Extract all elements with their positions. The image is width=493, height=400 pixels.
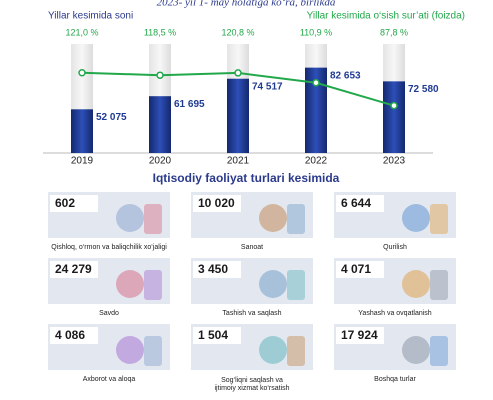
x-tick-label: 2019 [71, 156, 94, 167]
tile-icon [402, 270, 430, 298]
tile-icon [430, 336, 448, 366]
tile-label: Savdo [99, 310, 119, 317]
rate-point [78, 68, 86, 77]
tile-icon [116, 204, 144, 232]
tile-value: 6 644 [341, 196, 371, 210]
tile-value: 602 [55, 196, 75, 210]
tile-icon [144, 336, 162, 366]
tile-icon [287, 204, 305, 234]
tile-value-box [336, 327, 384, 344]
bar [71, 109, 93, 153]
tile-label: Qishloq, o‘rmon va baliqchilik xo‘jaligi [51, 244, 167, 251]
tile: 24 279 Savdo [48, 258, 170, 317]
tile-icon [259, 270, 287, 298]
tile-label: Axborot va aloqa [83, 376, 136, 383]
tile: 4 086 Axborot va aloqa [48, 324, 170, 383]
tile: 10 020 Sanoat [191, 192, 313, 251]
tile-icon [287, 336, 305, 366]
tile-value: 17 924 [341, 328, 378, 342]
tile: 4 071 Yashash va ovqatlanish [334, 258, 456, 317]
tile-icon [430, 204, 448, 234]
tile-icon [402, 204, 430, 232]
rate-label: 110,9 % [300, 27, 332, 37]
rate-point [234, 69, 242, 77]
tile-label: Boshqa turlar [374, 376, 416, 383]
tile-value-box [193, 327, 241, 344]
rate-point [312, 78, 320, 87]
rate-point [390, 101, 398, 110]
bar [149, 96, 171, 153]
tile-label: ijtimoiy xizmat ko‘rsatish [214, 385, 289, 392]
subtitle: 2023- yil 1- may holatiga ko‘ra, birlikd… [157, 0, 336, 9]
tile-value-box [193, 195, 241, 212]
section-title: Iqtisodiy faoliyat turlari kesimida [153, 171, 340, 185]
tile-value: 10 020 [198, 196, 235, 210]
bar-label: 72 580 [408, 84, 439, 95]
tile-value-box [193, 261, 241, 278]
tile-value: 1 504 [198, 328, 228, 342]
rate-label: 120,8 % [221, 27, 254, 37]
tile-icon [259, 336, 287, 364]
tile-value-box [50, 261, 98, 278]
bar-label: 74 517 [252, 81, 283, 92]
tile-icon [116, 270, 144, 298]
x-tick-label: 2022 [305, 156, 328, 167]
tile-value: 3 450 [198, 262, 228, 276]
bar-label: 82 653 [330, 70, 361, 81]
rate-label: 118,5 % [144, 27, 176, 37]
tile-label: Yashash va ovqatlanish [358, 310, 432, 317]
tile-value-box [336, 261, 384, 278]
x-tick-label: 2023 [383, 156, 406, 167]
right-label: Yillar kesimida o‘sish sur’ati (foizda) [307, 11, 465, 22]
tile-icon [259, 204, 287, 232]
tile-label: Tashish va saqlash [222, 310, 281, 317]
tile-icon [144, 204, 162, 234]
tile: 17 924 Boshqa turlar [334, 324, 456, 383]
tile-value: 4 071 [341, 262, 371, 276]
tile-label: Sanoat [241, 244, 263, 251]
tile-value: 4 086 [55, 328, 85, 342]
tile-value: 24 279 [55, 262, 92, 276]
bar [227, 78, 249, 153]
tile-icon [402, 336, 430, 364]
tile-label: Qurilish [383, 244, 407, 251]
tile: 602 Qishloq, o‘rmon va baliqchilik xo‘jal… [48, 192, 170, 251]
rate-point [156, 71, 164, 79]
tile-value-box [50, 195, 98, 212]
tile-icon [144, 270, 162, 300]
tile-label: Sog‘liqni saqlash va [221, 377, 283, 384]
tile-icon [287, 270, 305, 300]
x-tick-label: 2021 [227, 156, 250, 167]
rate-label: 87,8 % [380, 27, 408, 37]
rate-label: 121,0 % [65, 27, 98, 37]
bar [383, 81, 405, 153]
x-tick-label: 2020 [149, 156, 172, 167]
tile: 3 450 Tashish va saqlash [191, 258, 313, 317]
tile-icon [116, 336, 144, 364]
left-label: Yillar kesimida soni [48, 11, 133, 22]
bar-label: 61 695 [174, 99, 205, 110]
tile-value-box [50, 327, 98, 344]
bar-label: 52 075 [96, 112, 127, 123]
tile-value-box [336, 195, 384, 212]
tile: 6 644 Qurilish [334, 192, 456, 251]
bar [305, 67, 327, 153]
tile-icon [430, 270, 448, 300]
